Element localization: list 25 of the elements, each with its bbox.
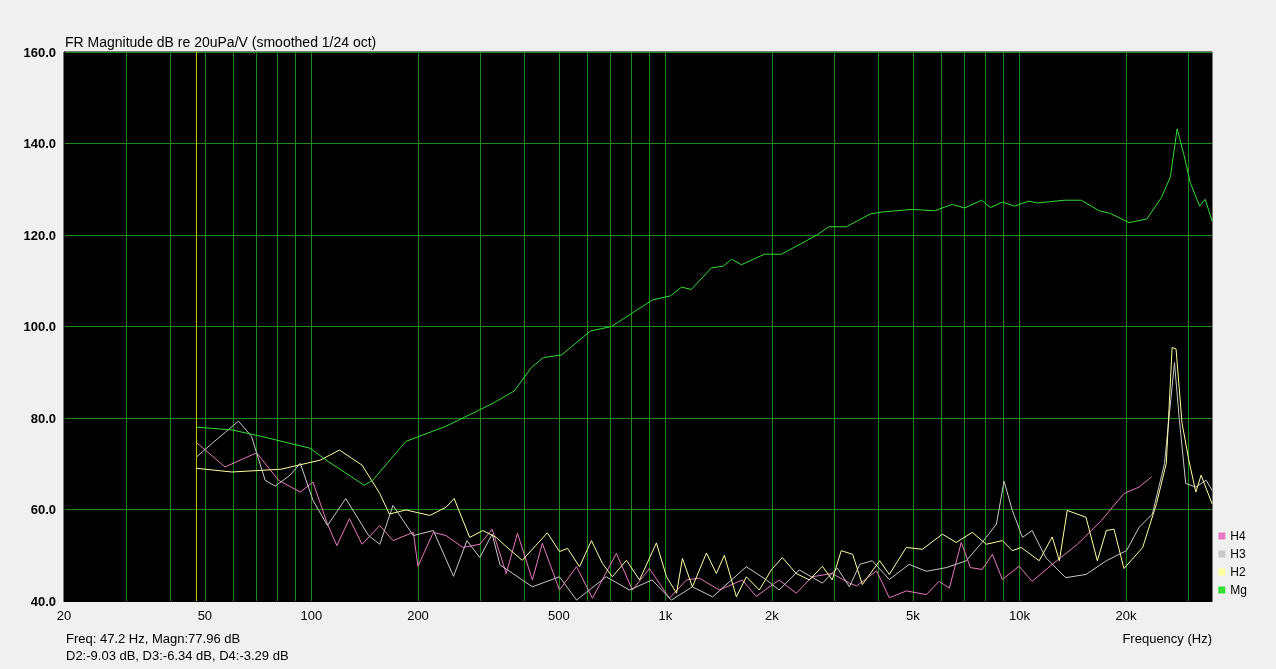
y-tick-label: 120.0 <box>23 227 56 243</box>
y-tick-label: 60.0 <box>30 502 56 517</box>
y-tick-label: 40.0 <box>30 593 56 609</box>
legend-label: H3 <box>1230 547 1246 561</box>
legend-label: H2 <box>1230 565 1246 579</box>
chart-title: FR Magnitude dB re 20uPa/V (smoothed 1/24 oct) <box>65 34 377 50</box>
y-tick-label: 140.0 <box>23 136 56 151</box>
x-axis-title: Frequency (Hz) <box>1122 631 1212 646</box>
x-tick-label: 1k <box>658 608 673 623</box>
x-tick-label: 100 <box>300 608 323 623</box>
x-tick-label: 500 <box>548 608 570 623</box>
x-tick-label: 2k <box>765 608 780 623</box>
text: D2:-9.03 dB, D3:-6.34 dB, D4:-3.29 dB <box>66 648 289 663</box>
x-tick-label: 20 <box>56 608 72 623</box>
text: Freq: 47.2 Hz, Magn:77.96 dB <box>66 631 241 646</box>
legend-label: H4 <box>1230 529 1246 543</box>
x-tick-label: 50 <box>197 608 213 623</box>
x-tick-label: 20k <box>1115 608 1137 623</box>
x-tick-label: 10k <box>1008 608 1031 623</box>
y-tick-label: 80.0 <box>30 410 56 426</box>
y-tick-label: 100.0 <box>23 319 56 334</box>
x-tick-label: 5k <box>905 608 921 623</box>
x-tick-label: 200 <box>407 608 429 623</box>
legend-label: Mg <box>1230 583 1247 597</box>
y-tick-label: 160.0 <box>23 44 56 60</box>
